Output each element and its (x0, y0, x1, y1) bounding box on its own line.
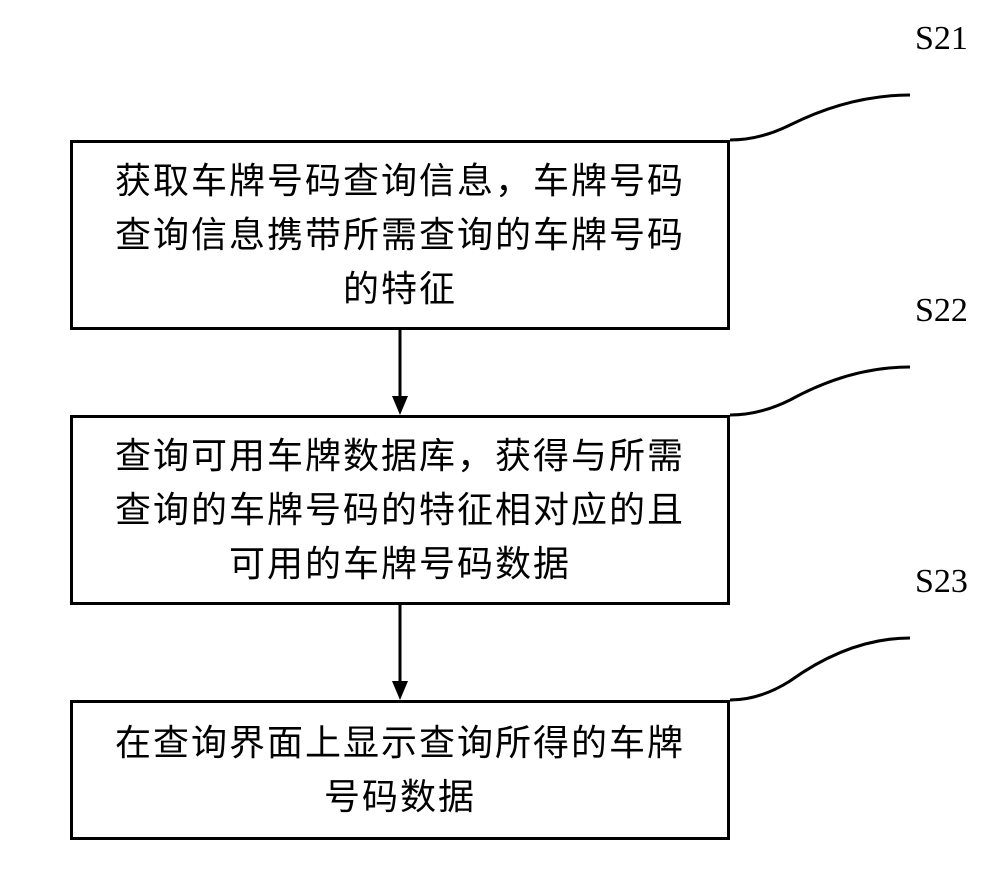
label-curve-s23 (730, 633, 930, 708)
step-label-text-s23: S23 (915, 563, 968, 600)
step-text-s21: 获取车牌号码查询信息，车牌号码查询信息携带所需查询的车牌号码的特征 (103, 154, 697, 316)
step-box-s23: 在查询界面上显示查询所得的车牌号码数据 (70, 700, 730, 840)
step-box-s21: 获取车牌号码查询信息，车牌号码查询信息携带所需查询的车牌号码的特征 (70, 140, 730, 330)
step-label-text-s21: S21 (915, 20, 968, 57)
step-label-s22: S22 (915, 292, 968, 330)
step-text-s22: 查询可用车牌数据库，获得与所需查询的车牌号码的特征相对应的且可用的车牌号码数据 (103, 429, 697, 591)
arrow-s21-to-s22 (390, 330, 410, 415)
step-label-s21: S21 (915, 20, 968, 58)
label-curve-s21 (730, 90, 930, 150)
arrow-s22-to-s23 (390, 605, 410, 700)
label-curve-s22 (730, 362, 930, 422)
step-text-s23: 在查询界面上显示查询所得的车牌号码数据 (103, 716, 697, 824)
step-label-text-s22: S22 (915, 292, 968, 329)
step-label-s23: S23 (915, 563, 968, 601)
step-box-s22: 查询可用车牌数据库，获得与所需查询的车牌号码的特征相对应的且可用的车牌号码数据 (70, 415, 730, 605)
